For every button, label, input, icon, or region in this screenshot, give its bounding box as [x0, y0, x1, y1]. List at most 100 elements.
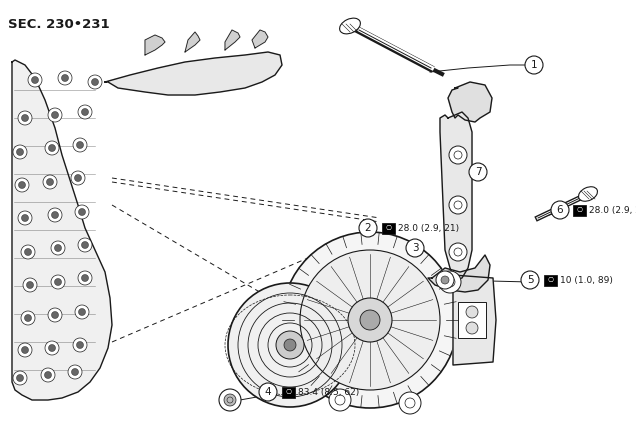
- Circle shape: [71, 171, 85, 185]
- Circle shape: [441, 276, 449, 284]
- Circle shape: [75, 205, 89, 219]
- Circle shape: [45, 341, 59, 355]
- Circle shape: [25, 249, 32, 255]
- Circle shape: [71, 368, 78, 376]
- Circle shape: [76, 341, 83, 349]
- Circle shape: [62, 75, 69, 81]
- Text: 28.0 (2.9, 21): 28.0 (2.9, 21): [398, 224, 459, 233]
- Circle shape: [55, 244, 62, 252]
- Circle shape: [78, 208, 85, 216]
- Ellipse shape: [579, 187, 597, 201]
- Circle shape: [46, 179, 53, 186]
- Text: 10 (1.0, 89): 10 (1.0, 89): [560, 276, 613, 284]
- Text: 28.0 (2.9, 21): 28.0 (2.9, 21): [589, 206, 636, 214]
- Text: 7: 7: [474, 167, 481, 177]
- Circle shape: [525, 56, 543, 74]
- Circle shape: [32, 76, 39, 84]
- Polygon shape: [145, 35, 165, 55]
- Circle shape: [58, 71, 72, 85]
- Circle shape: [75, 305, 89, 319]
- Circle shape: [348, 298, 392, 342]
- Circle shape: [282, 232, 458, 408]
- Circle shape: [21, 245, 35, 259]
- Circle shape: [13, 145, 27, 159]
- Circle shape: [55, 279, 62, 286]
- Text: 2: 2: [364, 223, 371, 233]
- Text: ⎔: ⎔: [576, 207, 583, 213]
- Circle shape: [521, 271, 539, 289]
- Circle shape: [449, 196, 467, 214]
- Polygon shape: [105, 52, 282, 95]
- Circle shape: [551, 201, 569, 219]
- Polygon shape: [185, 32, 200, 52]
- Circle shape: [399, 392, 421, 414]
- Circle shape: [22, 214, 29, 222]
- Text: 5: 5: [527, 275, 534, 285]
- Text: 3: 3: [411, 243, 418, 253]
- Circle shape: [359, 219, 377, 237]
- Circle shape: [449, 146, 467, 164]
- Circle shape: [360, 310, 380, 330]
- Circle shape: [48, 344, 55, 352]
- Circle shape: [45, 371, 52, 379]
- Circle shape: [18, 343, 32, 357]
- Circle shape: [18, 111, 32, 125]
- Circle shape: [74, 175, 81, 181]
- Circle shape: [21, 311, 35, 325]
- Circle shape: [224, 394, 236, 406]
- Text: SEC. 230•231: SEC. 230•231: [8, 18, 109, 31]
- Circle shape: [78, 271, 92, 285]
- Text: 83.4 (8.5, 62): 83.4 (8.5, 62): [298, 387, 359, 397]
- Circle shape: [17, 374, 24, 381]
- Circle shape: [52, 111, 59, 119]
- Polygon shape: [440, 112, 472, 280]
- Circle shape: [406, 239, 424, 257]
- Circle shape: [48, 308, 62, 322]
- Circle shape: [52, 211, 59, 219]
- Circle shape: [219, 389, 241, 411]
- Circle shape: [276, 331, 304, 359]
- Text: ⎔: ⎔: [385, 225, 392, 231]
- Polygon shape: [252, 30, 268, 48]
- Bar: [573, 205, 586, 216]
- Circle shape: [78, 308, 85, 316]
- Circle shape: [43, 175, 57, 189]
- Circle shape: [41, 368, 55, 382]
- Circle shape: [48, 144, 55, 151]
- Bar: [458, 302, 486, 338]
- Circle shape: [22, 346, 29, 354]
- Bar: [282, 387, 295, 398]
- Ellipse shape: [340, 18, 361, 34]
- Circle shape: [13, 371, 27, 385]
- Polygon shape: [448, 82, 492, 122]
- Polygon shape: [12, 60, 112, 400]
- Circle shape: [17, 149, 24, 155]
- Circle shape: [259, 383, 277, 401]
- Circle shape: [52, 311, 59, 319]
- Circle shape: [81, 274, 88, 281]
- Circle shape: [284, 339, 296, 351]
- Circle shape: [81, 108, 88, 116]
- Polygon shape: [428, 255, 490, 292]
- Circle shape: [18, 181, 25, 189]
- Text: ⎔: ⎔: [548, 277, 553, 283]
- Circle shape: [73, 338, 87, 352]
- Circle shape: [92, 78, 99, 86]
- Circle shape: [466, 306, 478, 318]
- Circle shape: [436, 271, 454, 289]
- Circle shape: [466, 322, 478, 334]
- Circle shape: [88, 75, 102, 89]
- Circle shape: [439, 271, 461, 293]
- Circle shape: [51, 275, 65, 289]
- Circle shape: [27, 281, 34, 289]
- Circle shape: [469, 163, 487, 181]
- Circle shape: [22, 114, 29, 122]
- Circle shape: [51, 241, 65, 255]
- Circle shape: [48, 208, 62, 222]
- Circle shape: [329, 389, 351, 411]
- Polygon shape: [453, 275, 496, 365]
- Text: 1: 1: [530, 60, 537, 70]
- Text: ⎔: ⎔: [286, 389, 291, 395]
- Circle shape: [25, 314, 32, 322]
- Bar: [382, 222, 395, 233]
